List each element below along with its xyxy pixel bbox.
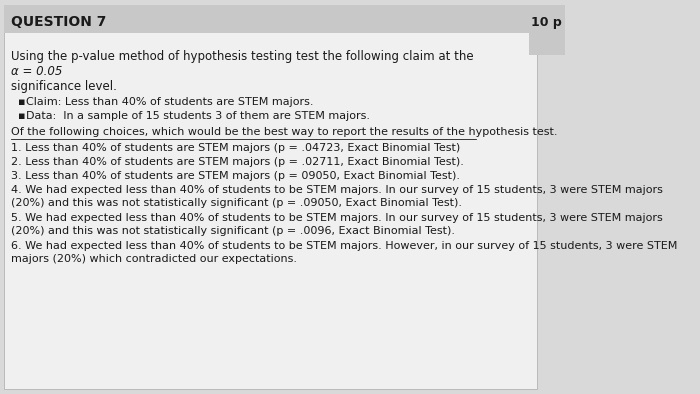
- Text: Data:  In a sample of 15 students 3 of them are STEM majors.: Data: In a sample of 15 students 3 of th…: [26, 111, 370, 121]
- FancyBboxPatch shape: [529, 5, 566, 55]
- FancyBboxPatch shape: [4, 5, 537, 33]
- Text: 2. Less than 40% of students are STEM majors (p = .02711, Exact Binomial Test).: 2. Less than 40% of students are STEM ma…: [11, 157, 464, 167]
- Text: 4. We had expected less than 40% of students to be STEM majors. In our survey of: 4. We had expected less than 40% of stud…: [11, 185, 663, 195]
- FancyBboxPatch shape: [4, 5, 537, 389]
- Text: significance level.: significance level.: [11, 80, 117, 93]
- Text: 1. Less than 40% of students are STEM majors (p = .04723, Exact Binomial Test): 1. Less than 40% of students are STEM ma…: [11, 143, 461, 153]
- Text: 3. Less than 40% of students are STEM majors (p = 09050, Exact Binomial Test).: 3. Less than 40% of students are STEM ma…: [11, 171, 461, 181]
- Text: 10 p: 10 p: [531, 15, 561, 28]
- Text: QUESTION 7: QUESTION 7: [11, 15, 106, 29]
- Text: Of the following choices, which would be the best way to report the results of t: Of the following choices, which would be…: [11, 127, 558, 137]
- Text: (20%) and this was not statistically significant (p = .09050, Exact Binomial Tes: (20%) and this was not statistically sig…: [11, 198, 462, 208]
- Text: Claim: Less than 40% of students are STEM majors.: Claim: Less than 40% of students are STE…: [26, 97, 314, 107]
- Text: majors (20%) which contradicted our expectations.: majors (20%) which contradicted our expe…: [11, 254, 297, 264]
- Text: α = 0.05: α = 0.05: [11, 65, 63, 78]
- Text: (20%) and this was not statistically significant (p = .0096, Exact Binomial Test: (20%) and this was not statistically sig…: [11, 226, 455, 236]
- Text: ▪: ▪: [18, 111, 25, 121]
- Text: 6. We had expected less than 40% of students to be STEM majors. However, in our : 6. We had expected less than 40% of stud…: [11, 241, 678, 251]
- Text: 5. We had expected less than 40% of students to be STEM majors. In our survey of: 5. We had expected less than 40% of stud…: [11, 213, 663, 223]
- Text: ▪: ▪: [18, 97, 25, 107]
- Text: Using the p-value method of hypothesis testing test the following claim at the: Using the p-value method of hypothesis t…: [11, 50, 474, 63]
